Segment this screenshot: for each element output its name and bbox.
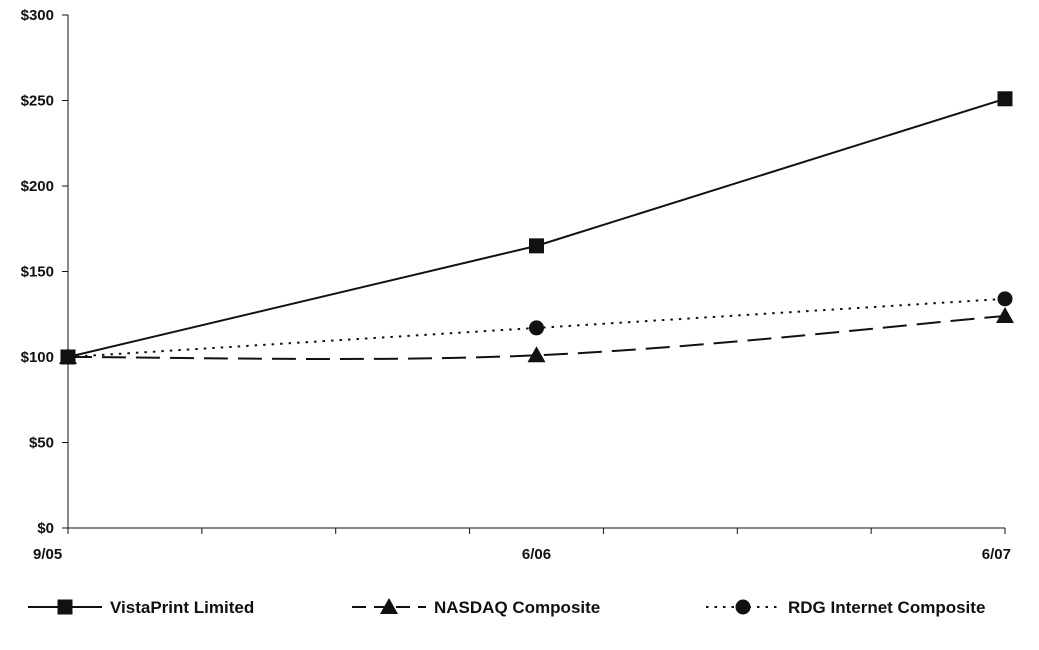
legend-label-0: VistaPrint Limited xyxy=(110,598,254,617)
legend-swatch-marker-2 xyxy=(735,599,751,615)
legend-label-2: RDG Internet Composite xyxy=(788,598,985,617)
series-2-point xyxy=(997,291,1013,307)
legend: VistaPrint Limited NASDAQ Composite RDG In… xyxy=(28,598,985,617)
series-1-point xyxy=(527,346,546,363)
axes xyxy=(67,15,1005,529)
legend-label-1: NASDAQ Composite xyxy=(434,598,600,617)
series-2-point xyxy=(60,349,76,365)
legend-swatch-marker-1 xyxy=(380,598,398,614)
y-tick-label: $300 xyxy=(21,7,54,24)
y-tick-label: $50 xyxy=(29,435,54,452)
x-tick-label: 6/06 xyxy=(522,546,551,563)
x-tick-label: 9/05 xyxy=(33,546,62,563)
series-0-point xyxy=(529,238,544,254)
y-tick-label: $150 xyxy=(21,264,54,281)
y-tick-label: $100 xyxy=(21,349,54,366)
series-group xyxy=(59,91,1014,365)
y-tick-label: $250 xyxy=(21,93,54,110)
x-tick-label: 6/07 xyxy=(982,546,1011,563)
y-tick-label: $200 xyxy=(21,178,54,195)
x-axis-ticks: 9/05 6/06 6/07 xyxy=(33,528,1011,563)
series-0-point xyxy=(997,91,1013,107)
y-axis-ticks: $0 $50 $100 $150 $200 $250 $300 xyxy=(21,7,68,537)
series-2-point xyxy=(529,320,544,336)
series-1-point xyxy=(996,306,1014,323)
series-line-0 xyxy=(67,97,1006,358)
series-line-1 xyxy=(67,314,1006,360)
y-tick-label: $0 xyxy=(37,520,54,537)
legend-swatch-marker-0 xyxy=(57,599,73,615)
